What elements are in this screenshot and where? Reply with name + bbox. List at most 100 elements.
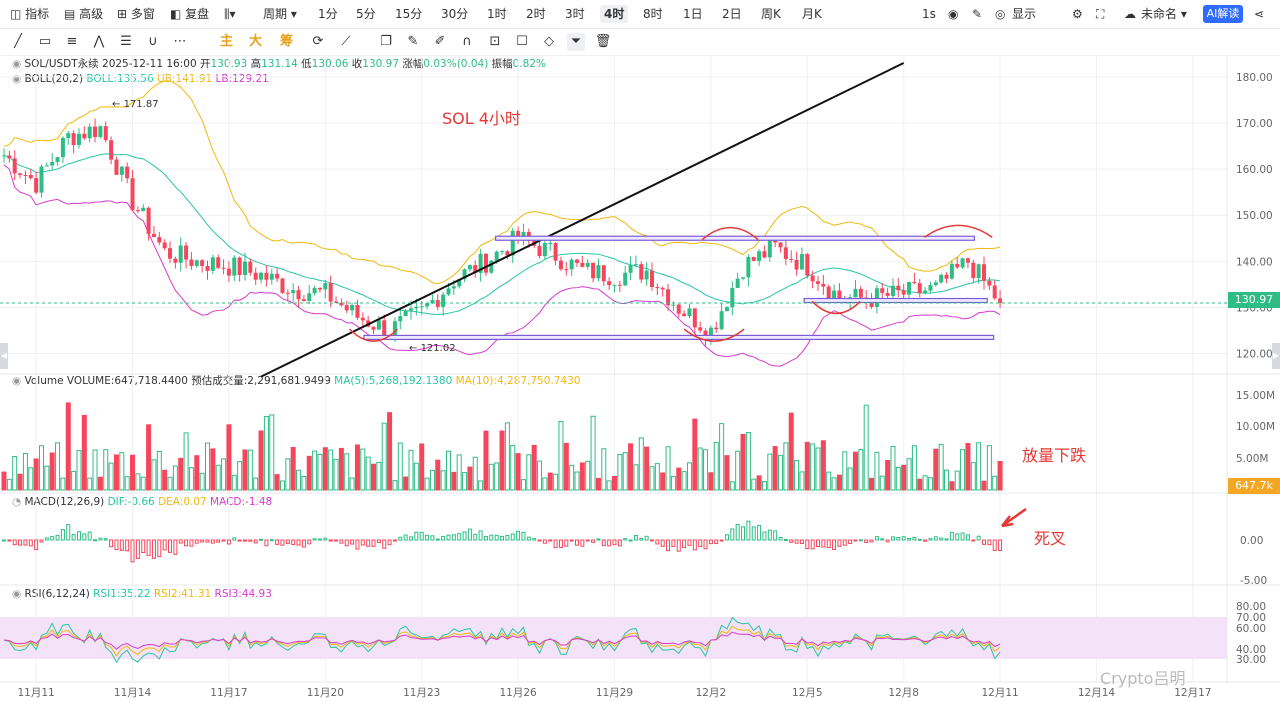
period-15m[interactable]: 15分: [395, 7, 423, 21]
candle-body: [874, 288, 879, 307]
volume-bar: [933, 448, 939, 491]
pen-icon[interactable]: ✎: [972, 7, 983, 21]
replay-button[interactable]: ◧ 复盘: [170, 7, 210, 21]
period-month[interactable]: 月K: [802, 7, 822, 21]
period-30m[interactable]: 30分: [441, 7, 469, 21]
chip-button[interactable]: 筹: [280, 34, 294, 49]
eye-icon[interactable]: ◉: [12, 375, 25, 387]
candle-body: [173, 258, 178, 263]
candle-body: [569, 259, 574, 270]
eye-icon[interactable]: ◉: [12, 73, 25, 85]
candle-body: [542, 243, 547, 257]
macd-bar: [376, 539, 381, 544]
period-2h[interactable]: 2时: [526, 7, 546, 21]
volume-bar: [33, 458, 39, 491]
volume-bar: [740, 433, 746, 491]
trash-icon[interactable]: 🗑: [594, 34, 612, 49]
period-2d[interactable]: 2日: [722, 7, 742, 21]
macd-bar: [291, 539, 296, 546]
right-collapse-tab[interactable]: ▶: [1272, 343, 1280, 369]
period-4h[interactable]: 4时: [600, 5, 629, 23]
volume-bar: [55, 442, 61, 491]
macd-bar: [939, 537, 944, 541]
eraser-tool-icon[interactable]: ◇: [544, 34, 554, 49]
period-1h[interactable]: 1时: [487, 7, 507, 21]
candle-body: [960, 258, 965, 268]
candle-body: [596, 265, 601, 279]
macd-bar: [2, 539, 6, 542]
settings-icon[interactable]: ⚙: [1072, 7, 1083, 21]
brush-tool-icon[interactable]: ✐: [434, 34, 446, 49]
volume-bar: [194, 455, 200, 491]
magnet-tool-icon[interactable]: ∩: [462, 34, 472, 49]
indicator-button[interactable]: ◫ 指标: [10, 7, 50, 21]
ruler-tool-icon[interactable]: ⟋: [341, 34, 351, 49]
fullscreen-icon[interactable]: ⛶: [1096, 7, 1105, 21]
macd-bar: [344, 539, 349, 547]
candle-body: [585, 262, 590, 267]
volume-bar: [735, 450, 741, 491]
cloud-icon: ☁: [1124, 7, 1136, 21]
volume-bar: [392, 480, 398, 491]
fib-tool-icon[interactable]: ☰: [120, 34, 132, 49]
macd-bar: [103, 538, 108, 541]
multi-window-button[interactable]: ⊞ 多窗: [117, 7, 155, 21]
chart-type-button[interactable]: ⫼▾: [224, 5, 236, 23]
candle-body: [976, 264, 981, 279]
camera-icon[interactable]: ◉: [948, 7, 959, 21]
macd-bar: [971, 539, 976, 542]
note-tool-icon[interactable]: ☐: [516, 34, 528, 49]
high-mark: ← 171.87: [112, 99, 159, 110]
left-collapse-tab[interactable]: ◀: [0, 343, 8, 369]
legend-high: 131.14: [261, 58, 298, 70]
volume-bar: [649, 466, 655, 491]
filter-tool-icon[interactable]: ⏷: [567, 33, 585, 51]
period-3h[interactable]: 3时: [565, 7, 585, 21]
rectangle-tool-icon[interactable]: ▭: [38, 34, 52, 49]
line-tool-icon[interactable]: ╱: [14, 34, 22, 49]
period-1m[interactable]: 1分: [318, 7, 338, 21]
period-8h[interactable]: 8时: [643, 7, 663, 21]
copy-tool-icon[interactable]: ❐: [380, 34, 392, 49]
macd-bar: [757, 524, 762, 541]
date-tick-label: 11月23: [403, 687, 440, 699]
advanced-button[interactable]: ▤ 高级: [64, 7, 104, 21]
layout-name-dropdown[interactable]: 未命名 ▾: [1141, 7, 1187, 21]
rsi-lines: [3, 616, 1001, 663]
macd-bar: [746, 520, 751, 541]
share-icon[interactable]: ⋖: [1254, 7, 1265, 21]
candle-body: [516, 230, 521, 240]
big-button[interactable]: 大: [249, 34, 263, 49]
volume-bar: [451, 471, 457, 491]
ai-analysis-button[interactable]: AI解读: [1203, 5, 1243, 23]
pencil-tool-icon[interactable]: ✎: [407, 34, 419, 49]
macd-bar: [612, 539, 617, 546]
candle-body: [55, 157, 60, 162]
volume-bar: [767, 453, 773, 491]
arc-tool-icon[interactable]: ∪: [148, 34, 158, 49]
period-week[interactable]: 周K: [761, 7, 781, 21]
main-button[interactable]: 主: [220, 34, 234, 49]
volume-bar: [628, 443, 634, 491]
interval-button[interactable]: 1s: [922, 7, 936, 21]
candle-body: [816, 281, 820, 284]
macd-bar: [135, 539, 140, 559]
macd-bar: [125, 539, 130, 552]
period-5m[interactable]: 5分: [356, 7, 376, 21]
wave-tool-icon[interactable]: ⋀: [93, 34, 105, 49]
lock-tool-icon[interactable]: ⊡: [489, 34, 501, 49]
parallel-tool-icon[interactable]: ≡: [66, 34, 78, 49]
eye-icon[interactable]: ◎: [995, 7, 1006, 21]
refresh-tool-icon[interactable]: ⟳: [312, 34, 324, 49]
volume-bar: [167, 476, 173, 491]
macd-bar: [982, 539, 987, 545]
eye-icon[interactable]: ◉: [12, 588, 25, 600]
period-dropdown[interactable]: 周期 ▾: [263, 7, 297, 21]
more-tools-icon[interactable]: ⋯: [173, 34, 187, 49]
eye-icon[interactable]: ◉: [12, 58, 25, 70]
display-button[interactable]: 显示: [1012, 7, 1037, 21]
alarm-icon[interactable]: ◔: [12, 496, 25, 508]
price-chart[interactable]: 180.00170.00160.00150.00140.00130.00120.…: [0, 56, 1280, 702]
candle-body: [633, 264, 638, 266]
period-1d[interactable]: 1日: [683, 7, 703, 21]
